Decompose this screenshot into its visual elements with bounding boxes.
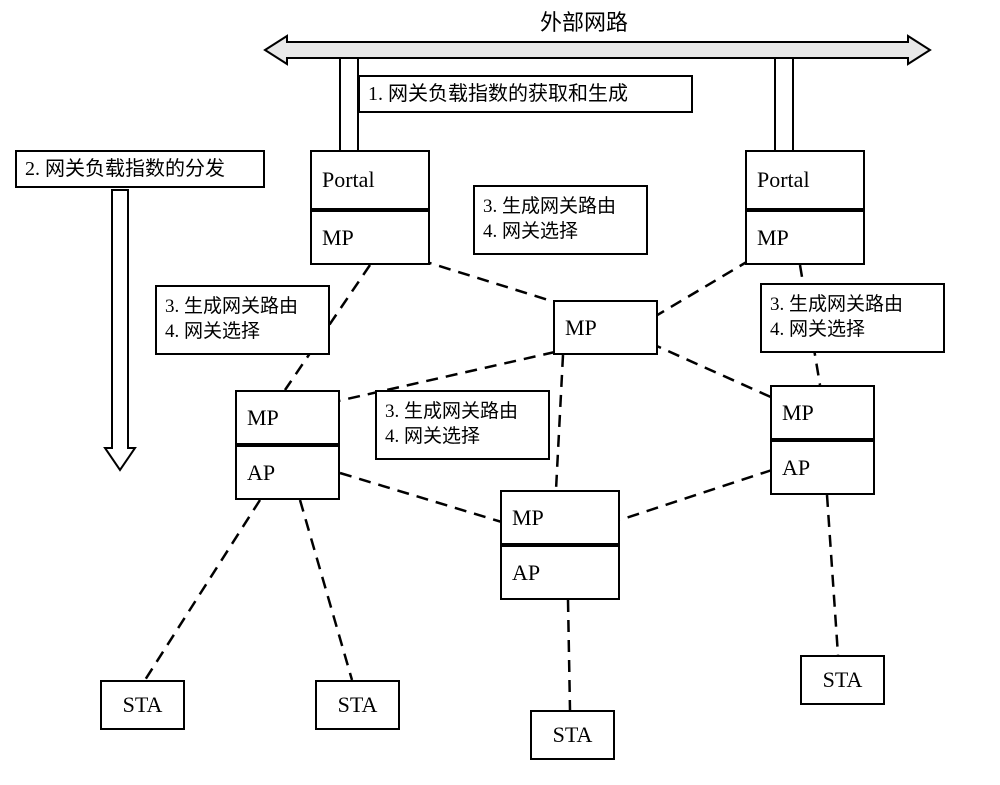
portal2-mp: MP	[745, 210, 865, 265]
diagram-canvas: 外部网路 1. 网关负载指数的获取和生成 2. 网关负载指数的分发 3. 生成网…	[0, 0, 1000, 785]
step2-box: 2. 网关负载指数的分发	[15, 150, 265, 188]
map2-ap: AP	[500, 545, 620, 600]
sta3: STA	[530, 710, 615, 760]
step1-box: 1. 网关负载指数的获取和生成	[358, 75, 693, 113]
map1-mp: MP	[235, 390, 340, 445]
annotation-mid: 3. 生成网关路由 4. 网关选择	[473, 185, 648, 255]
map3-mp: MP	[770, 385, 875, 440]
map3-ap: AP	[770, 440, 875, 495]
map1-ap: AP	[235, 445, 340, 500]
sta2: STA	[315, 680, 400, 730]
annotation-center: 3. 生成网关路由 4. 网关选择	[375, 390, 550, 460]
portal1-mp: MP	[310, 210, 430, 265]
sta4: STA	[800, 655, 885, 705]
sta1: STA	[100, 680, 185, 730]
portal1: Portal	[310, 150, 430, 210]
portal2: Portal	[745, 150, 865, 210]
mp-center: MP	[553, 300, 658, 355]
annotation-right: 3. 生成网关路由 4. 网关选择	[760, 283, 945, 353]
map2-mp: MP	[500, 490, 620, 545]
title-label: 外部网路	[540, 5, 628, 37]
annotation-left: 3. 生成网关路由 4. 网关选择	[155, 285, 330, 355]
